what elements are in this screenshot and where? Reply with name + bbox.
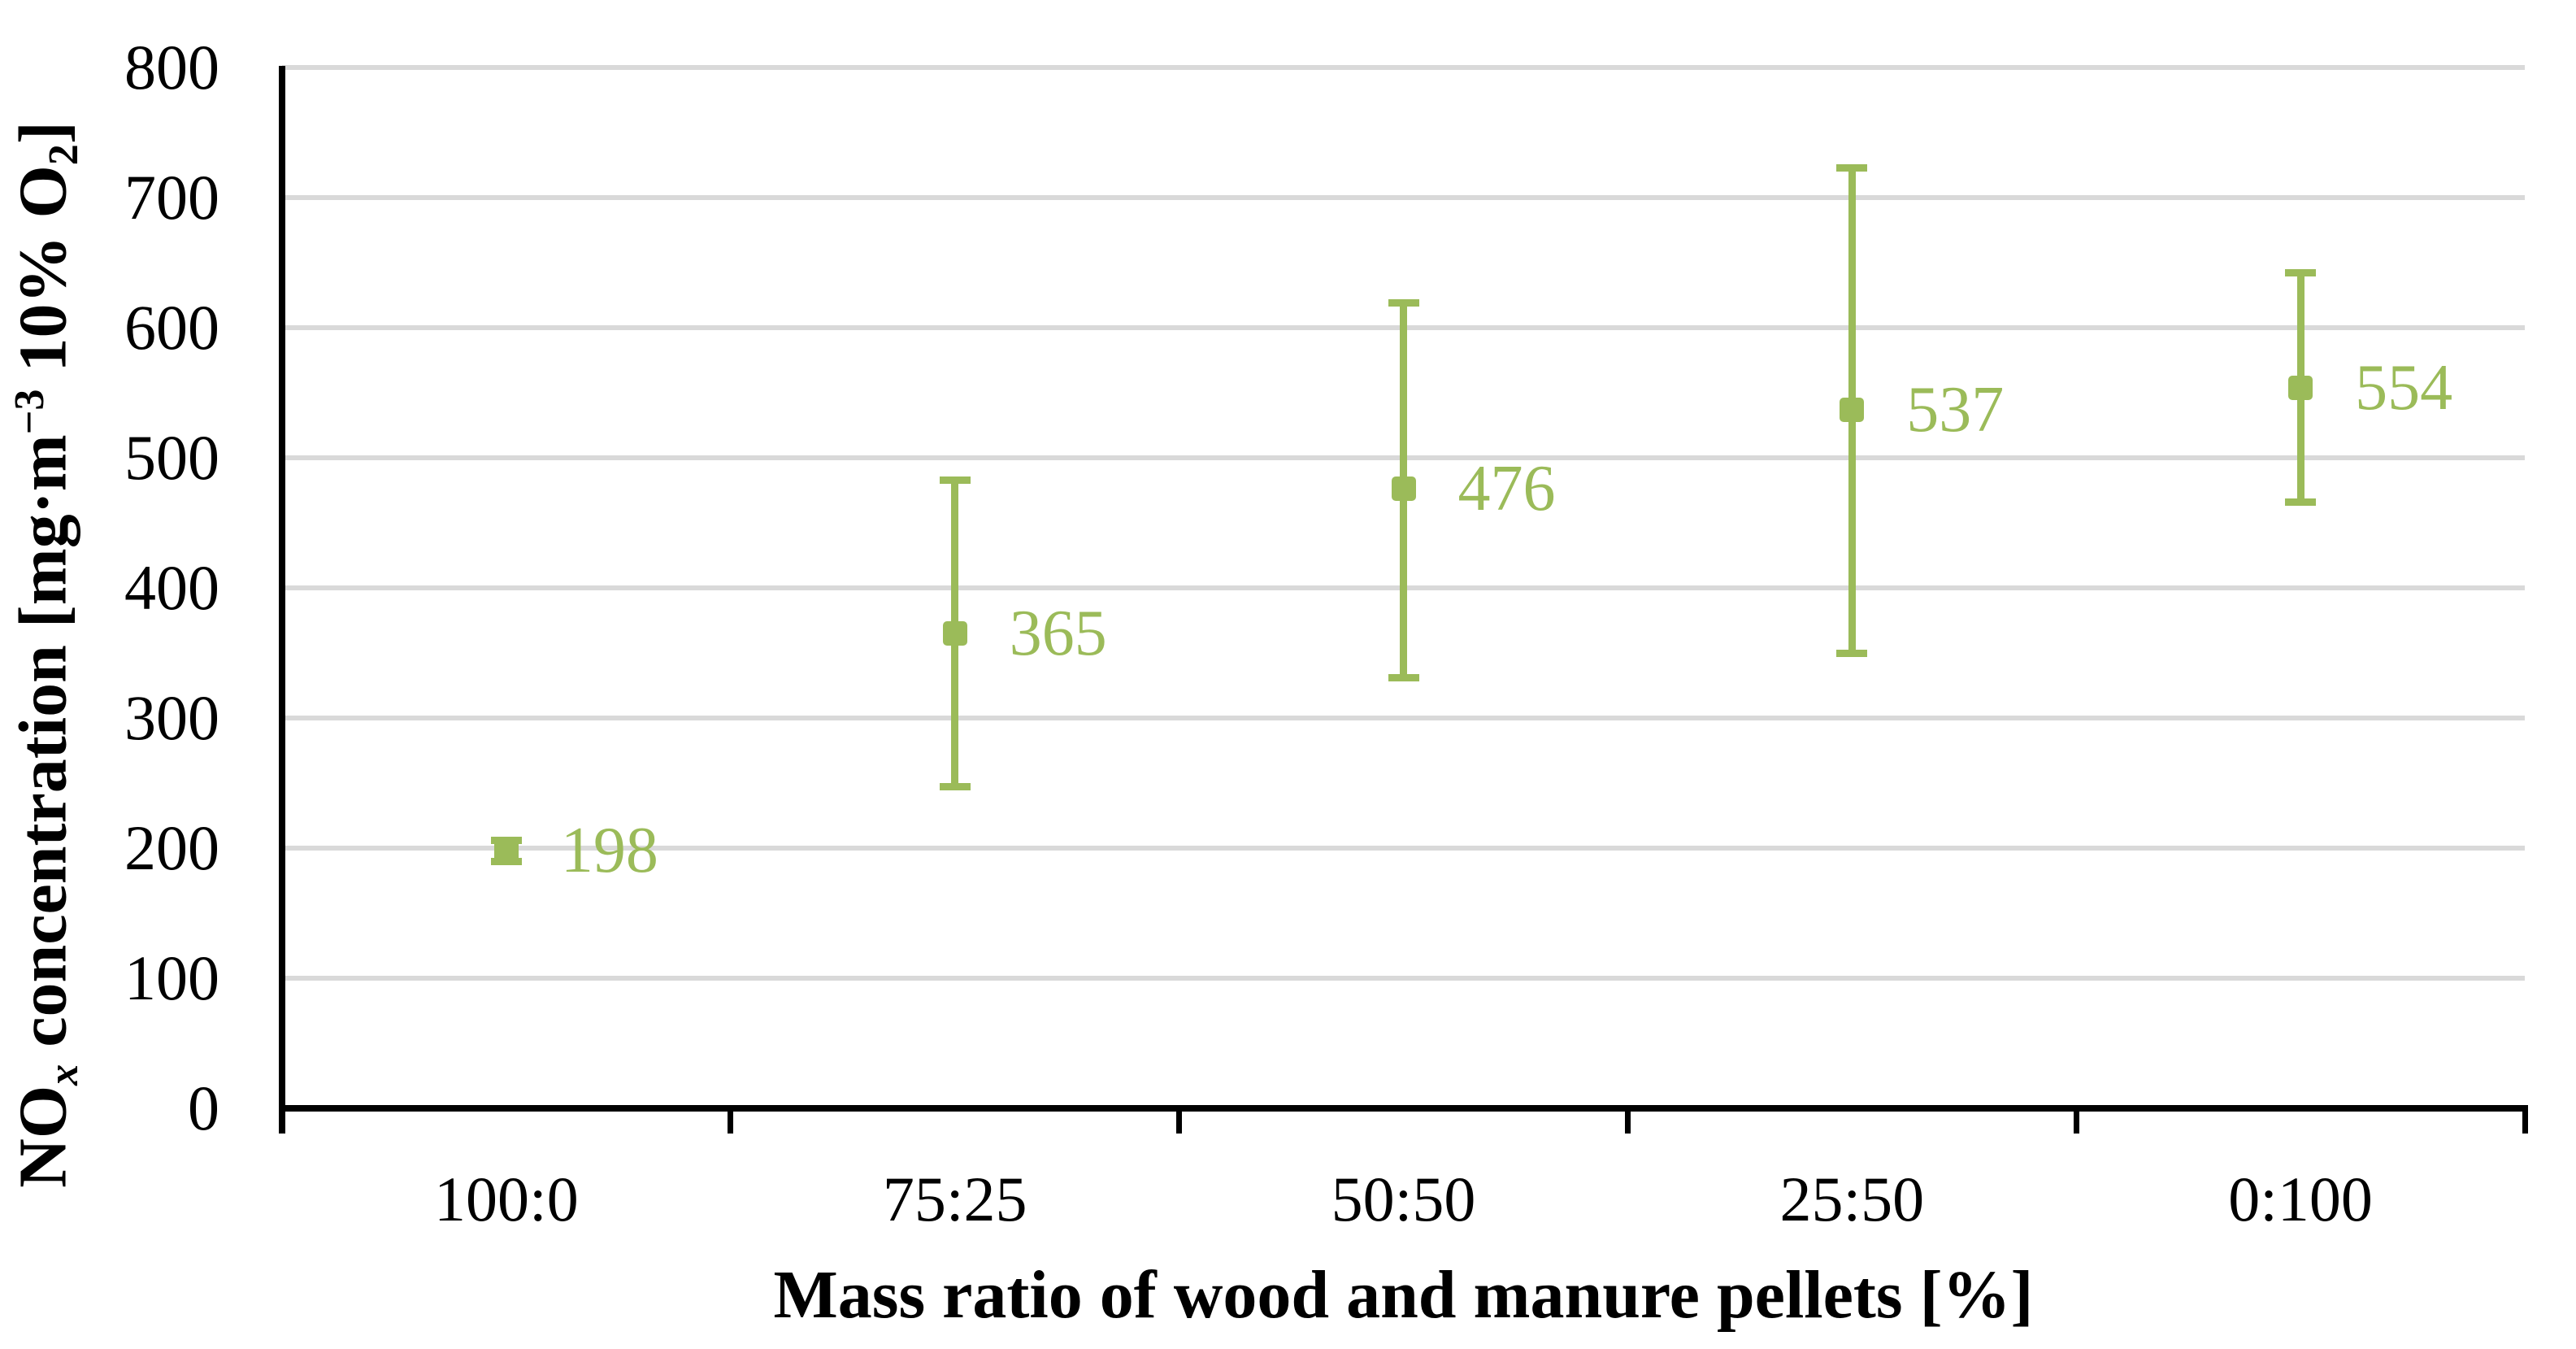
error-bar-cap-bottom: [939, 783, 971, 791]
x-tick-label-0:100: 0:100: [2228, 1164, 2373, 1234]
gridline-y-800: [282, 65, 2525, 70]
error-bar-cap-bottom: [2285, 498, 2317, 506]
data-point-marker: [2288, 375, 2313, 400]
x-tick-mark-1: [728, 1108, 734, 1134]
error-bar-cap-top: [1388, 299, 1419, 307]
data-point-label: 198: [560, 815, 658, 887]
x-tick-label-25:50: 25:50: [1779, 1164, 1925, 1234]
x-axis-title: Mass ratio of wood and manure pellets [%…: [773, 1257, 2034, 1333]
y-tick-label-500: 500: [124, 422, 219, 493]
data-point-label: 476: [1457, 453, 1556, 525]
y-tick-label-300: 300: [124, 682, 219, 753]
y-tick-label-0: 0: [188, 1073, 219, 1143]
x-tick-label-75:25: 75:25: [882, 1164, 1027, 1234]
y-axis-title-part: 2: [40, 144, 87, 166]
x-tick-mark-0: [279, 1108, 285, 1134]
error-bar-cap-bottom: [1836, 649, 1868, 657]
plot-area: 198 365 476 537 554: [282, 65, 2525, 1108]
data-point-label: 554: [2355, 351, 2453, 424]
error-bar-cap-bottom: [1388, 673, 1419, 681]
x-tick-label-100:0: 100:0: [434, 1164, 579, 1234]
gridline-y-300: [282, 716, 2525, 720]
error-bar-cap-top: [1836, 163, 1868, 172]
gridline-y-200: [282, 846, 2525, 851]
data-point-label: 365: [1009, 598, 1107, 669]
y-tick-label-100: 100: [124, 942, 219, 1013]
y-tick-label-600: 600: [124, 292, 219, 363]
y-axis-title-part: ]: [5, 121, 81, 145]
x-tick-mark-3: [1624, 1108, 1631, 1134]
data-point-label: 537: [1906, 373, 2005, 446]
gridline-y-700: [282, 195, 2525, 200]
x-tick-mark-5: [2522, 1108, 2528, 1134]
y-tick-label-700: 700: [124, 162, 219, 233]
data-point-marker: [493, 838, 519, 864]
data-point-marker: [942, 621, 967, 646]
y-axis-line: [279, 66, 285, 1134]
y-tick-label-400: 400: [124, 552, 219, 623]
y-tick-label-800: 800: [124, 32, 219, 102]
y-axis-title: NOx concentration [mg·m−3 10% O2]: [0, 121, 101, 1188]
x-axis-line: [279, 1105, 2528, 1112]
error-bar-cap-top: [939, 476, 971, 484]
x-tick-label-50:50: 50:50: [1331, 1164, 1476, 1234]
x-tick-mark-2: [1176, 1108, 1183, 1134]
data-point-marker: [1840, 397, 1865, 422]
gridline-y-100: [282, 976, 2525, 981]
x-tick-mark-4: [2073, 1108, 2079, 1134]
y-tick-label-200: 200: [124, 812, 219, 883]
data-point-marker: [1391, 477, 1416, 502]
error-bar-cap-top: [2285, 269, 2317, 277]
